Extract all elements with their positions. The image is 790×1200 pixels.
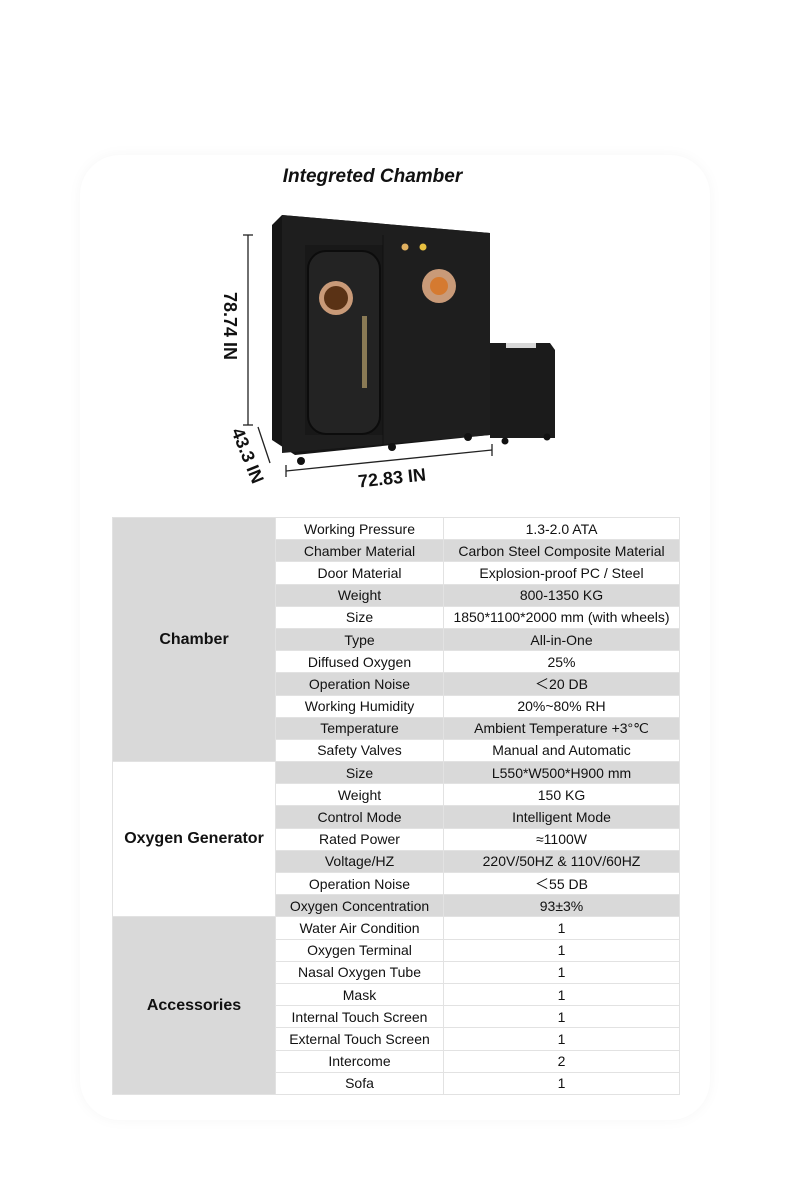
spec-row: Weight 800-1350 KG (113, 583, 680, 607)
spec-key: Safety Valves (275, 738, 444, 763)
spec-value: 1 (443, 1071, 680, 1095)
spec-key: Oxygen Terminal (275, 938, 444, 962)
chamber-product-image (243, 215, 555, 477)
spec-value: 25% (443, 650, 680, 674)
spec-value: Manual and Automatic (443, 738, 680, 763)
spec-row: Intercome 2 (113, 1049, 680, 1073)
spec-key: Size (275, 761, 444, 785)
spec-value: 1 (443, 960, 680, 984)
spec-key: Door Material (275, 561, 444, 585)
spec-key: Temperature (275, 716, 444, 740)
spec-value: 93±3% (443, 894, 680, 918)
height-dimension: 78.74 IN (220, 292, 240, 361)
section-label: Oxygen Generator (112, 761, 276, 918)
spec-value: 20%~80% RH (443, 694, 680, 718)
spec-key: External Touch Screen (275, 1027, 444, 1051)
spec-row: Chamber Working Pressure 1.3-2.0 ATA (112, 516, 680, 763)
spec-value: ＜20 DB (443, 672, 680, 696)
spec-value: 1 (443, 982, 680, 1007)
spec-value: All-in-One (443, 627, 680, 652)
spec-row: Size 1850*1100*2000 mm (with wheels) (113, 605, 680, 629)
spec-value: 800-1350 KG (443, 583, 680, 607)
spec-value: 220V/50HZ & 110V/60HZ (443, 849, 680, 874)
spec-row: Oxygen Concentration 93±3% (113, 894, 680, 918)
spec-value: ＜55 DB (443, 871, 680, 896)
spec-key: Working Pressure (275, 516, 444, 541)
spec-row: Diffused Oxygen 25% (113, 650, 680, 674)
product-title: Integreted Chamber (282, 166, 463, 187)
spec-key: Operation Noise (275, 871, 444, 896)
spec-row: Safety Valves Manual and Automatic (113, 738, 680, 763)
spec-row: Accessories Water Air Condition 1 (112, 916, 680, 1095)
spec-key: Mask (275, 982, 444, 1007)
spec-row: Working Humidity 20%~80% RH (113, 694, 680, 718)
spec-key: Operation Noise (275, 672, 444, 696)
spec-key: Diffused Oxygen (275, 650, 444, 674)
spec-value: ≈1100W (443, 827, 680, 851)
spec-key: Internal Touch Screen (275, 1005, 444, 1029)
spec-key: Intercome (275, 1049, 444, 1073)
spec-row: Control Mode Intelligent Mode (113, 805, 680, 829)
spec-key: Working Humidity (275, 694, 444, 718)
spec-key: Nasal Oxygen Tube (275, 960, 444, 984)
spec-value: 1 (443, 938, 680, 962)
dimension-lines (243, 234, 493, 477)
spec-key: Rated Power (275, 827, 444, 851)
spec-value: 150 KG (443, 783, 680, 807)
spec-value: L550*W500*H900 mm (443, 761, 680, 785)
spec-row: Sofa 1 (113, 1071, 680, 1095)
section-label: Chamber (112, 516, 276, 763)
spec-key: Voltage/HZ (275, 849, 444, 874)
spec-value: 2 (443, 1049, 680, 1073)
spec-row: Internal Touch Screen 1 (113, 1005, 680, 1029)
spec-row: Nasal Oxygen Tube 1 (113, 960, 680, 984)
spec-value: Ambient Temperature +3°℃ (443, 716, 680, 740)
spec-value: 1850*1100*2000 mm (with wheels) (443, 605, 680, 629)
spec-key: Control Mode (275, 805, 444, 829)
spec-row: Temperature Ambient Temperature +3°℃ (113, 716, 680, 740)
spec-key: Sofa (275, 1071, 444, 1095)
spec-table: Chamber Working Pressure 1.3-2.0 ATA Chambe… (112, 516, 680, 1095)
spec-row: Type All-in-One (113, 627, 680, 652)
spec-row: Operation Noise ＜20 DB (113, 672, 680, 696)
section-label: Accessories (112, 916, 276, 1095)
spec-row: Weight 150 KG (113, 783, 680, 807)
spec-value: 1 (443, 1005, 680, 1029)
main-chamber (272, 215, 490, 465)
spec-key: Weight (275, 783, 444, 807)
spec-row: Oxygen Generator Size L550*W500*H900 mm (112, 761, 680, 918)
spec-value: 1 (443, 916, 680, 940)
oxygen-generator (490, 343, 555, 445)
spec-value: Carbon Steel Composite Material (443, 539, 680, 563)
spec-key: Weight (275, 583, 444, 607)
spec-key: Oxygen Concentration (275, 894, 444, 918)
spec-row: Voltage/HZ 220V/50HZ & 110V/60HZ (113, 849, 680, 874)
spec-value: 1.3-2.0 ATA (443, 516, 680, 541)
spec-key: Size (275, 605, 444, 629)
spec-value: Explosion-proof PC / Steel (443, 561, 680, 585)
spec-row: External Touch Screen 1 (113, 1027, 680, 1051)
spec-key: Chamber Material (275, 539, 444, 563)
spec-key: Water Air Condition (275, 916, 444, 940)
spec-value: 1 (443, 1027, 680, 1051)
spec-row: Mask 1 (113, 982, 680, 1007)
spec-value: Intelligent Mode (443, 805, 680, 829)
spec-key: Type (275, 627, 444, 652)
